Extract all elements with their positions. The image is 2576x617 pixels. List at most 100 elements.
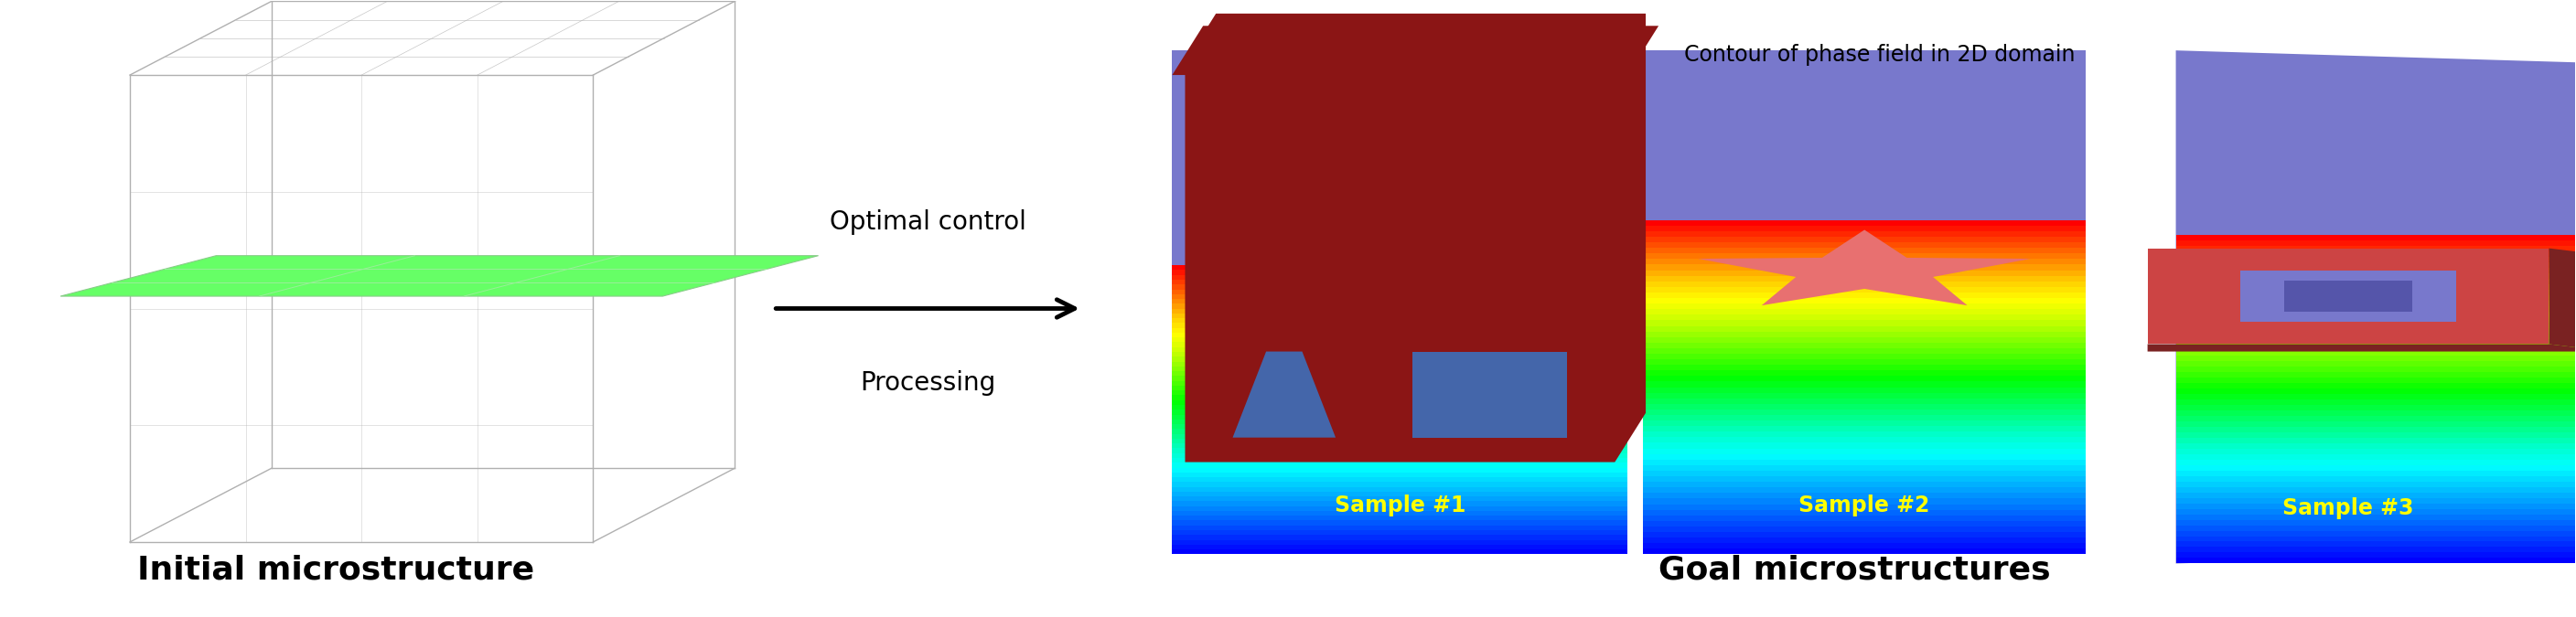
Polygon shape [1172, 420, 1628, 424]
Polygon shape [2148, 344, 2576, 352]
Polygon shape [2177, 366, 2576, 371]
Polygon shape [59, 255, 819, 296]
Polygon shape [2177, 350, 2576, 355]
Polygon shape [1643, 365, 2087, 370]
Polygon shape [1172, 501, 1628, 506]
Polygon shape [1643, 399, 2087, 404]
Polygon shape [1172, 487, 1628, 492]
Polygon shape [1172, 468, 1628, 473]
Text: Sample #3: Sample #3 [2282, 497, 2414, 519]
Polygon shape [1172, 352, 1628, 357]
Polygon shape [2177, 558, 2576, 563]
Polygon shape [1172, 265, 1628, 270]
Polygon shape [1643, 387, 2087, 393]
Polygon shape [1172, 497, 1628, 501]
Polygon shape [1643, 326, 2087, 331]
Polygon shape [1172, 458, 1628, 463]
Polygon shape [1643, 460, 2087, 465]
Polygon shape [1172, 429, 1628, 434]
Polygon shape [1172, 453, 1628, 458]
Polygon shape [1643, 270, 2087, 276]
Polygon shape [1643, 499, 2087, 504]
Polygon shape [1172, 492, 1628, 497]
Polygon shape [1172, 342, 1628, 347]
Polygon shape [2177, 388, 2576, 394]
Polygon shape [1643, 532, 2087, 537]
Polygon shape [1643, 51, 2087, 554]
Polygon shape [2177, 361, 2576, 366]
Polygon shape [2177, 251, 2576, 257]
Polygon shape [2177, 487, 2576, 492]
Polygon shape [2177, 339, 2576, 344]
Polygon shape [1643, 393, 2087, 399]
Polygon shape [1172, 386, 1628, 391]
Polygon shape [1172, 357, 1628, 362]
Polygon shape [1643, 231, 2087, 237]
Text: Optimal control: Optimal control [829, 209, 1025, 234]
Polygon shape [2177, 531, 2576, 536]
Polygon shape [1172, 449, 1628, 453]
Polygon shape [1643, 315, 2087, 320]
Polygon shape [1643, 543, 2087, 549]
Polygon shape [1643, 309, 2087, 315]
Text: Sample #1: Sample #1 [1334, 494, 1466, 516]
Polygon shape [1172, 270, 1628, 275]
Text: Processing: Processing [860, 370, 994, 395]
Polygon shape [2177, 257, 2576, 262]
Polygon shape [2148, 248, 2550, 344]
Polygon shape [1172, 405, 1628, 410]
Polygon shape [1643, 443, 2087, 449]
Polygon shape [1643, 432, 2087, 437]
Polygon shape [1643, 537, 2087, 543]
Polygon shape [2177, 432, 2576, 437]
Polygon shape [2177, 383, 2576, 388]
Polygon shape [2177, 481, 2576, 487]
Polygon shape [1643, 298, 2087, 304]
Polygon shape [1643, 376, 2087, 381]
Polygon shape [1172, 444, 1628, 449]
Polygon shape [1643, 254, 2087, 259]
Text: Contour of phase field in 2D domain: Contour of phase field in 2D domain [1685, 44, 2076, 66]
Polygon shape [2177, 410, 2576, 416]
Polygon shape [1172, 323, 1628, 328]
Polygon shape [1643, 504, 2087, 510]
Polygon shape [1172, 313, 1628, 318]
Polygon shape [1172, 371, 1628, 376]
Polygon shape [1234, 352, 1334, 437]
Polygon shape [1643, 342, 2087, 348]
Polygon shape [1643, 421, 2087, 426]
Polygon shape [1643, 292, 2087, 298]
Polygon shape [2285, 281, 2414, 312]
Polygon shape [1643, 248, 2087, 254]
Polygon shape [1172, 482, 1628, 487]
Polygon shape [1172, 328, 1628, 333]
Polygon shape [1643, 265, 2087, 270]
Polygon shape [1172, 299, 1628, 304]
Polygon shape [1643, 526, 2087, 532]
Polygon shape [1643, 331, 2087, 337]
Polygon shape [1172, 516, 1628, 521]
Polygon shape [1172, 415, 1628, 420]
Polygon shape [1185, 14, 1646, 462]
Polygon shape [2177, 454, 2576, 460]
Polygon shape [1643, 415, 2087, 421]
Polygon shape [1643, 276, 2087, 281]
Polygon shape [2177, 234, 2576, 240]
Polygon shape [1172, 410, 1628, 415]
Polygon shape [2177, 344, 2576, 350]
Polygon shape [2177, 246, 2576, 251]
Polygon shape [1172, 526, 1628, 530]
Polygon shape [1643, 320, 2087, 326]
Polygon shape [2177, 333, 2576, 339]
Polygon shape [1643, 454, 2087, 460]
Polygon shape [1643, 549, 2087, 554]
Polygon shape [2177, 470, 2576, 476]
Polygon shape [1643, 337, 2087, 342]
Polygon shape [1172, 376, 1628, 381]
Polygon shape [1172, 434, 1628, 439]
Polygon shape [2177, 443, 2576, 449]
Polygon shape [2177, 289, 2576, 295]
Polygon shape [1172, 424, 1628, 429]
Polygon shape [1172, 362, 1628, 366]
Polygon shape [2177, 312, 2576, 317]
